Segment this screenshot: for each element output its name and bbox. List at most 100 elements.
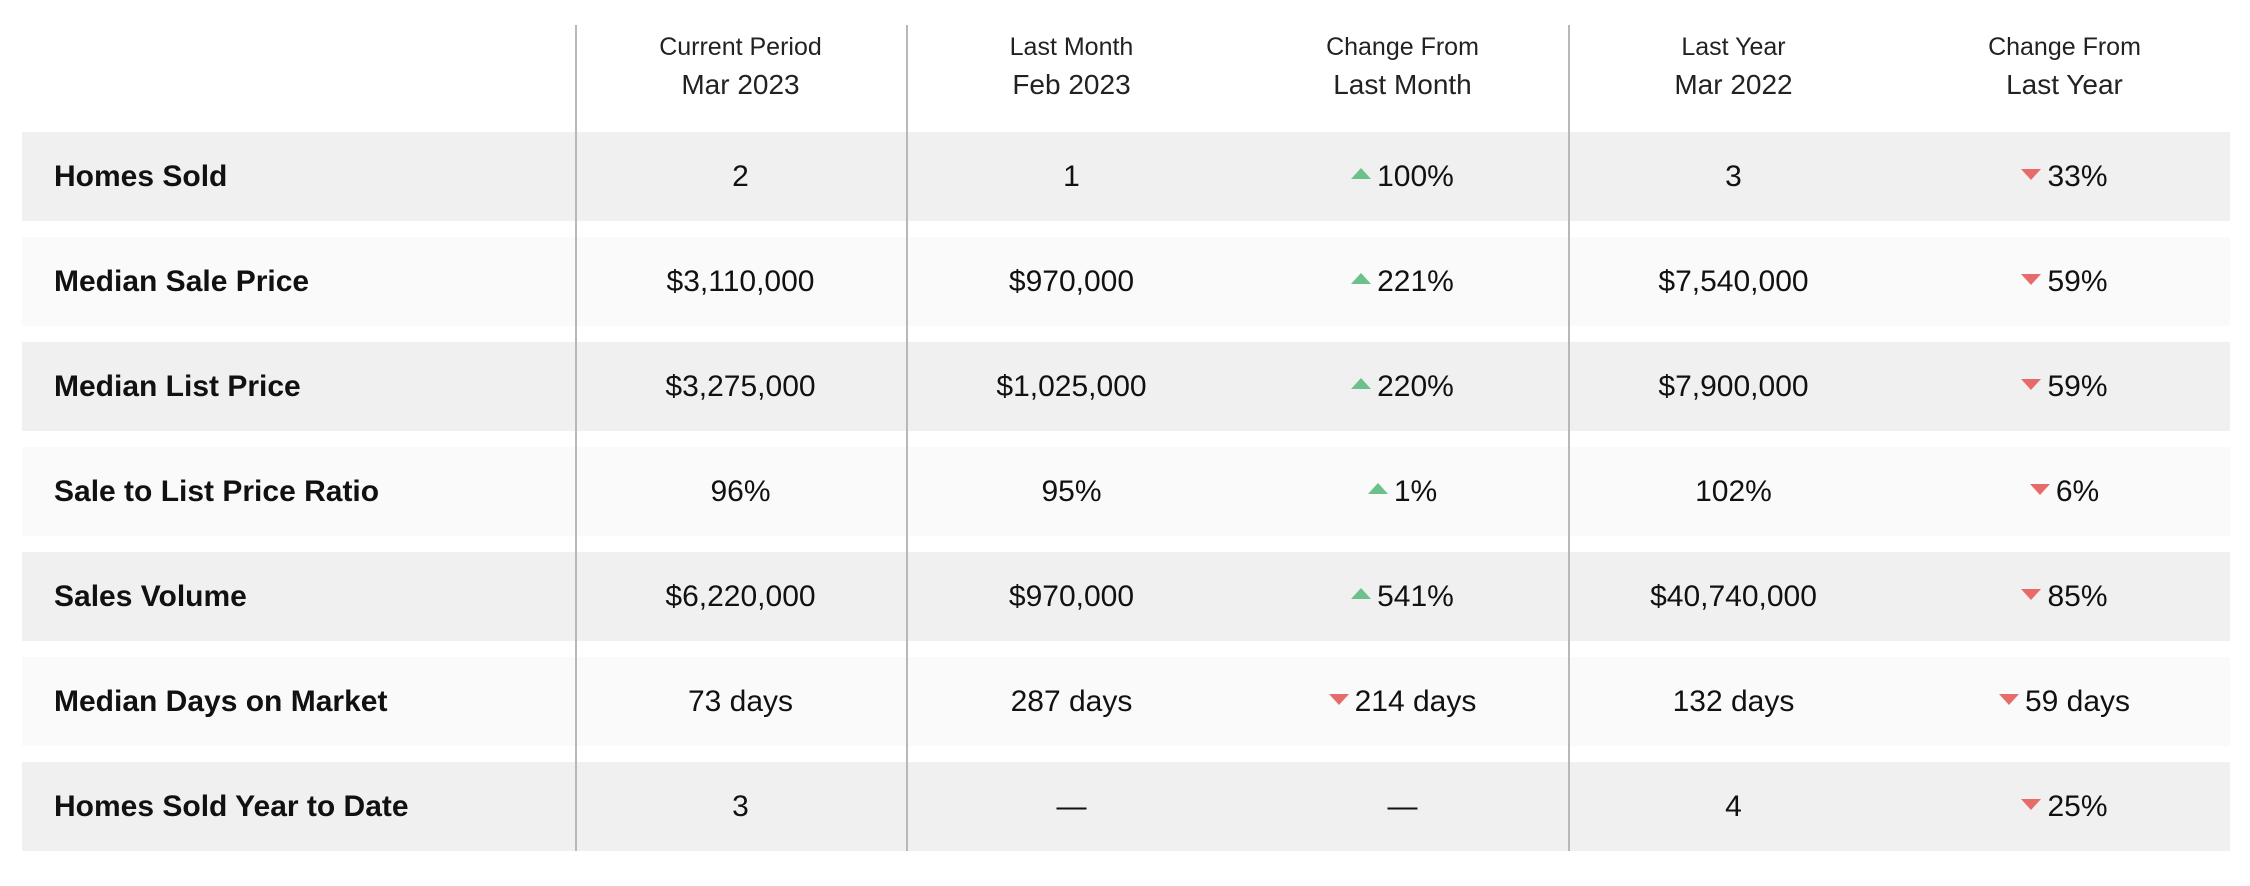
change-month-value-text: 541% — [1377, 579, 1454, 613]
last-year-value-text: $40,740,000 — [1650, 579, 1817, 613]
table-header: Current Period Mar 2023 Last Month Feb 2… — [22, 25, 2230, 132]
current-period-value-text: 3 — [732, 789, 749, 823]
change-month-value: 221% — [1237, 237, 1568, 326]
header-change-year: Change From Last Year — [1899, 25, 2230, 132]
market-stats-table: Current Period Mar 2023 Last Month Feb 2… — [22, 25, 2230, 867]
current-period-value-text: 96% — [710, 474, 771, 508]
current-period-value: 2 — [575, 132, 906, 221]
change-month-value-text: — — [1387, 789, 1418, 823]
current-period-value-text: 73 days — [687, 684, 794, 718]
last-year-value-text: 132 days — [1672, 684, 1795, 718]
last-year-value-text: 4 — [1725, 789, 1742, 823]
table-row: Median Days on Market 73 days 287 days 214 … — [22, 657, 2230, 746]
row-label-text: Sales Volume — [54, 579, 247, 613]
current-period-value: $3,110,000 — [575, 237, 906, 326]
up-arrow-icon — [1351, 378, 1372, 389]
last-month-value-text: 1 — [1063, 159, 1080, 193]
header-line2: Mar 2023 — [681, 69, 800, 100]
row-label-text: Homes Sold — [54, 159, 228, 193]
last-month-value-text: $970,000 — [1008, 264, 1135, 298]
change-month-value-text: 100% — [1377, 159, 1454, 193]
last-month-value: 1 — [906, 132, 1237, 221]
change-year-value-text: 59% — [2047, 369, 2108, 403]
header-line2: Last Year — [2006, 69, 2123, 100]
table-body: Homes Sold 2 1 100% 3 33% Median Sale Price $3,… — [22, 132, 2230, 851]
last-year-value: 4 — [1568, 762, 1899, 851]
header-line1: Last Year — [1681, 33, 1786, 61]
header-line2: Feb 2023 — [1012, 69, 1131, 100]
change-year-value: 25% — [1899, 762, 2230, 851]
last-month-value-text: 95% — [1041, 474, 1102, 508]
header-line2: Mar 2022 — [1674, 69, 1793, 100]
last-month-value: $1,025,000 — [906, 342, 1237, 431]
down-arrow-icon — [1328, 694, 1349, 705]
header-line1: Current Period — [659, 33, 822, 61]
last-year-value-text: 3 — [1725, 159, 1742, 193]
row-label: Median Sale Price — [22, 237, 575, 326]
current-period-value: 73 days — [575, 657, 906, 746]
up-arrow-icon — [1351, 273, 1372, 284]
last-month-value-text: 287 days — [1010, 684, 1133, 718]
change-year-value: 6% — [1899, 447, 2230, 536]
change-month-value: 100% — [1237, 132, 1568, 221]
up-arrow-icon — [1351, 168, 1372, 179]
row-label-text: Homes Sold Year to Date — [54, 789, 409, 823]
row-label: Sales Volume — [22, 552, 575, 641]
down-arrow-icon — [2021, 169, 2042, 180]
last-month-value: $970,000 — [906, 552, 1237, 641]
column-divider — [1568, 25, 1570, 851]
change-month-value: — — [1237, 762, 1568, 851]
current-period-value-text: 2 — [732, 159, 749, 193]
change-year-value: 33% — [1899, 132, 2230, 221]
current-period-value: 3 — [575, 762, 906, 851]
change-month-value-text: 214 days — [1354, 684, 1477, 718]
down-arrow-icon — [2021, 379, 2042, 390]
header-current-period: Current Period Mar 2023 — [575, 25, 906, 132]
change-month-value: 1% — [1237, 447, 1568, 536]
last-year-value: $40,740,000 — [1568, 552, 1899, 641]
change-month-value-text: 1% — [1393, 474, 1438, 508]
table-row: Median Sale Price $3,110,000 $970,000 221% $… — [22, 237, 2230, 326]
change-month-value: 220% — [1237, 342, 1568, 431]
current-period-value-text: $6,220,000 — [665, 579, 816, 613]
change-year-value-text: 85% — [2047, 579, 2108, 613]
row-label: Median List Price — [22, 342, 575, 431]
last-month-value: — — [906, 762, 1237, 851]
header-last-year: Last Year Mar 2022 — [1568, 25, 1899, 132]
last-month-value: $970,000 — [906, 237, 1237, 326]
current-period-value: 96% — [575, 447, 906, 536]
last-month-value: 287 days — [906, 657, 1237, 746]
last-year-value: 3 — [1568, 132, 1899, 221]
row-label-text: Sale to List Price Ratio — [54, 474, 380, 508]
down-arrow-icon — [2021, 589, 2042, 600]
last-year-value-text: 102% — [1695, 474, 1772, 508]
row-label: Median Days on Market — [22, 657, 575, 746]
last-year-value: 132 days — [1568, 657, 1899, 746]
current-period-value: $6,220,000 — [575, 552, 906, 641]
current-period-value-text: $3,110,000 — [666, 264, 815, 298]
down-arrow-icon — [2029, 484, 2050, 495]
table-row: Sales Volume $6,220,000 $970,000 541% $40,74… — [22, 552, 2230, 641]
header-last-month: Last Month Feb 2023 — [906, 25, 1237, 132]
change-year-value-text: 33% — [2047, 159, 2108, 193]
change-month-value-text: 220% — [1377, 369, 1454, 403]
change-year-value-text: 59 days — [2024, 684, 2131, 718]
current-period-value-text: $3,275,000 — [665, 369, 816, 403]
change-year-value-text: 25% — [2047, 789, 2108, 823]
last-year-value-text: $7,540,000 — [1658, 264, 1809, 298]
last-month-value: 95% — [906, 447, 1237, 536]
table-row: Homes Sold 2 1 100% 3 33% — [22, 132, 2230, 221]
row-label-text: Median List Price — [54, 369, 301, 403]
down-arrow-icon — [1998, 694, 2019, 705]
header-line1: Last Month — [1009, 33, 1134, 61]
last-month-value-text: $1,025,000 — [996, 369, 1147, 403]
row-label: Homes Sold Year to Date — [22, 762, 575, 851]
header-change-month: Change From Last Month — [1237, 25, 1568, 132]
row-label-text: Median Sale Price — [54, 264, 310, 298]
row-label: Homes Sold — [22, 132, 575, 221]
table-row: Homes Sold Year to Date 3 — — 4 25% — [22, 762, 2230, 851]
header-blank — [22, 25, 575, 132]
down-arrow-icon — [2021, 274, 2042, 285]
last-month-value-text: — — [1056, 789, 1087, 823]
change-year-value: 59% — [1899, 342, 2230, 431]
